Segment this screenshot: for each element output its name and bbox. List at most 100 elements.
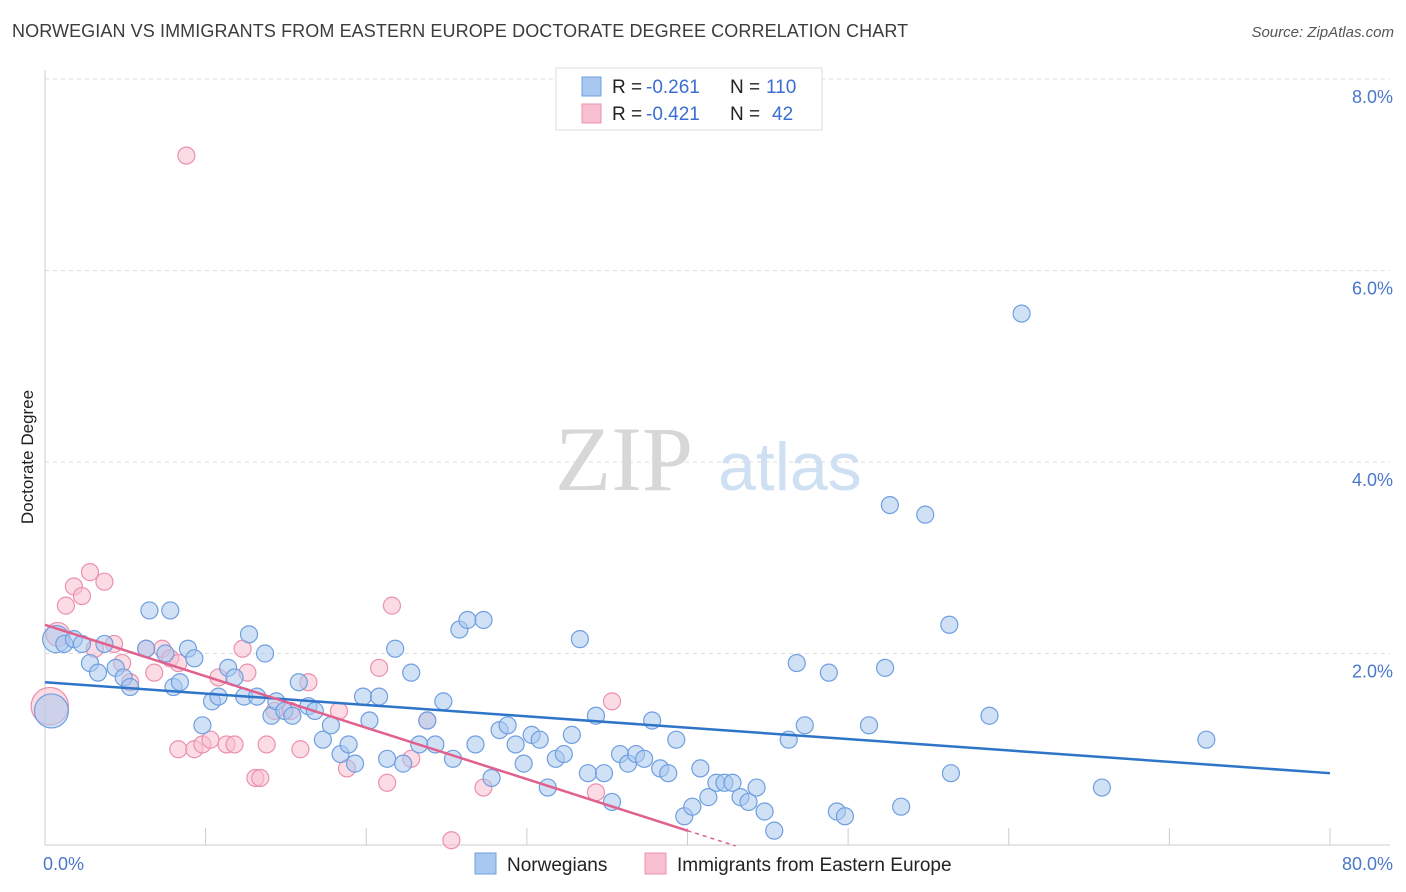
legend-swatch-norwegians: [581, 76, 602, 97]
scatter-point-norwegians: [402, 663, 421, 682]
trend-lines: [44, 623, 1331, 847]
watermark-atlas: atlas: [718, 429, 862, 505]
x-tick-label-min: 0.0%: [43, 854, 84, 874]
y-tick-label: 8.0%: [1352, 87, 1393, 107]
scatter-point-norwegians: [691, 759, 710, 778]
scatter-point-norwegians: [482, 768, 501, 788]
scatter-point-norwegians: [394, 754, 413, 773]
scatter-point-immigrants: [382, 596, 402, 615]
legend-n-label-1: N =: [730, 77, 760, 98]
trend-line-norwegians: [44, 680, 1331, 775]
scatter-point-norwegians: [765, 821, 784, 840]
gridlines: [45, 78, 1390, 654]
legend-n-value-1: 110: [766, 77, 796, 98]
scatter-point-norwegians: [635, 749, 654, 768]
scatter-point-norwegians: [289, 673, 308, 692]
scatter-point-norwegians: [466, 735, 485, 754]
y-tick-label: 4.0%: [1352, 470, 1393, 490]
scatter-point-immigrants: [370, 658, 389, 677]
scatter-point-norwegians: [875, 658, 895, 677]
scatter-point-immigrants: [602, 692, 622, 711]
legend-bottom: Norwegians Immigrants from Eastern Europ…: [474, 852, 952, 876]
y-axis-tick-labels: 2.0% 4.0% 6.0% 8.0%: [1352, 87, 1393, 682]
scatter-point-norwegians: [506, 735, 525, 754]
scatter-point-norwegians: [859, 716, 879, 735]
scatter-point-norwegians: [787, 653, 806, 673]
chart-source: Source: ZipAtlas.com: [1251, 24, 1394, 41]
scatter-point-norwegians: [941, 764, 961, 783]
scatter-point-immigrants: [177, 146, 196, 165]
scatter-point-norwegians: [562, 725, 581, 744]
legend-bottom-label-norwegians: Norwegians: [507, 855, 607, 876]
legend-n-label-2: N =: [730, 104, 760, 125]
y-tick-label: 2.0%: [1352, 662, 1393, 682]
x-tick-label-max: 80.0%: [1342, 854, 1393, 874]
scatter-point-norwegians: [554, 744, 573, 764]
scatter-point-norwegians: [578, 764, 598, 783]
scatter-point-immigrants: [56, 596, 75, 615]
series-norwegians-points: [33, 304, 1216, 840]
scatter-point-norwegians: [474, 610, 493, 630]
scatter-point-norwegians: [193, 716, 212, 735]
scatter-point-norwegians: [386, 639, 405, 658]
scatter-point-norwegians: [339, 735, 358, 754]
legend-swatch-immigrants: [581, 103, 602, 124]
scatter-point-norwegians: [514, 754, 533, 773]
scatter-point-norwegians: [530, 730, 549, 749]
legend-bottom-swatch-immigrants: [644, 852, 667, 875]
scatter-point-immigrants: [378, 773, 397, 792]
y-axis-label: Doctorate Degree: [18, 390, 37, 524]
scatter-point-norwegians: [683, 797, 702, 816]
scatter-point-norwegians: [140, 601, 159, 620]
chart-title: NORWEGIAN VS IMMIGRANTS FROM EASTERN EUR…: [12, 21, 909, 41]
scatter-point-norwegians: [980, 706, 999, 725]
scatter-point-norwegians: [498, 716, 517, 735]
scatter-point-norwegians: [723, 773, 742, 792]
legend-bottom-swatch-norwegians: [474, 852, 497, 875]
scatter-point-norwegians: [313, 730, 332, 749]
scatter-point-norwegians: [880, 495, 899, 515]
scatter-point-norwegians: [835, 807, 855, 826]
scatter-point-norwegians: [1012, 304, 1031, 323]
watermark: ZIP atlas: [555, 408, 862, 510]
legend-r-label-2: R =: [612, 104, 642, 125]
scatter-point-norwegians: [458, 610, 477, 630]
legend-n-value-2: 42: [772, 104, 793, 125]
scatter-point-immigrants: [95, 572, 114, 591]
scatter-point-immigrants: [251, 768, 270, 788]
scatter-point-norwegians: [378, 749, 397, 768]
scatter-point-immigrants: [442, 831, 461, 850]
scatter-point-immigrants: [169, 740, 188, 759]
legend-top: R = -0.261 N = 110 R = -0.421 N = 42: [555, 67, 823, 131]
scatter-point-norwegians: [434, 692, 453, 711]
scatter-point-norwegians: [88, 663, 108, 682]
legend-r-value-2: -0.421: [646, 104, 700, 125]
scatter-point-immigrants: [257, 735, 276, 754]
scatter-point-norwegians: [353, 687, 373, 706]
watermark-zip: ZIP: [555, 408, 693, 510]
scatter-point-norwegians: [1092, 778, 1112, 797]
scatter-point-norwegians: [755, 802, 774, 821]
scatter-point-norwegians: [739, 792, 758, 812]
scatter-point-norwegians: [170, 673, 190, 692]
scatter-point-norwegians: [916, 505, 935, 524]
scatter-point-immigrants: [72, 586, 92, 606]
scatter-point-norwegians: [1197, 730, 1216, 749]
scatter-point-norwegians: [156, 644, 175, 663]
scatter-point-norwegians: [209, 687, 228, 706]
scatter-point-norwegians: [161, 601, 180, 620]
scatter-point-norwegians: [659, 764, 678, 783]
scatter-point-norwegians: [370, 687, 389, 706]
scatter-point-norwegians: [747, 778, 766, 797]
legend-bottom-label-immigrants: Immigrants from Eastern Europe: [677, 855, 952, 876]
scatter-point-norwegians: [345, 754, 365, 773]
scatter-point-norwegians: [940, 615, 959, 634]
scatter-point-norwegians: [239, 625, 259, 644]
scatter-point-norwegians: [795, 716, 814, 735]
scatter-point-norwegians: [418, 711, 437, 730]
scatter-point-norwegians: [255, 644, 275, 663]
scatter-point-norwegians: [819, 663, 838, 682]
legend-r-value-1: -0.261: [646, 77, 700, 98]
scatter-point-immigrants: [145, 663, 164, 682]
